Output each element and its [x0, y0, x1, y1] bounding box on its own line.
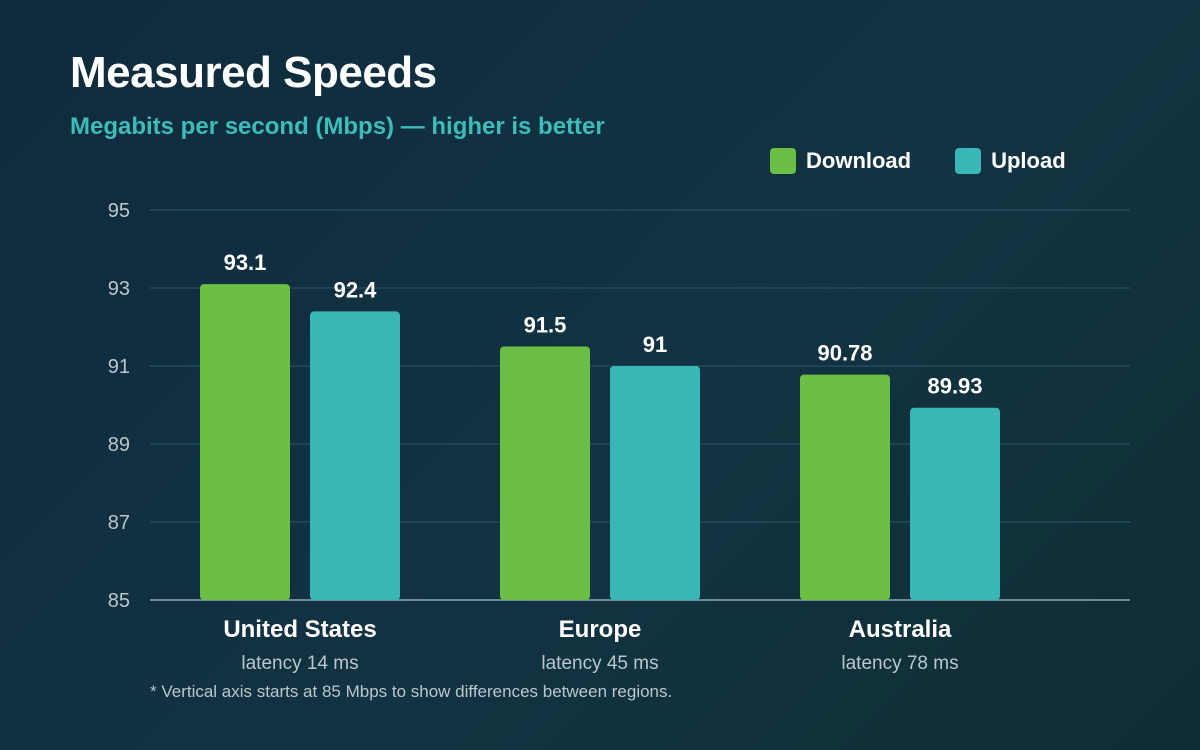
data-label: 91.5	[524, 313, 567, 338]
chart-subtitle: Megabits per second (Mbps) — higher is b…	[70, 113, 605, 140]
y-tick-label: 87	[108, 512, 130, 534]
data-label: 90.78	[817, 341, 872, 366]
data-label: 92.4	[334, 277, 378, 302]
data-label: 89.93	[927, 374, 982, 399]
category-label: Australia	[849, 616, 952, 643]
y-tick-label: 93	[108, 278, 130, 300]
category-label: United States	[223, 616, 376, 643]
category-sublabel: latency 14 ms	[241, 653, 358, 674]
y-tick-label: 85	[108, 590, 130, 612]
legend-label-download: Download	[806, 148, 912, 173]
bar-download	[200, 284, 290, 600]
bar-upload	[310, 311, 400, 600]
category-sublabel: latency 78 ms	[841, 653, 958, 674]
download-swatch	[770, 148, 796, 174]
chart-title: Measured Speeds	[70, 48, 437, 97]
category-label: Europe	[559, 616, 642, 643]
data-label: 91	[643, 332, 667, 357]
bar-upload	[910, 407, 1000, 600]
bar-download	[500, 346, 590, 600]
data-label: 93.1	[224, 250, 267, 275]
category-sublabel: latency 45 ms	[541, 653, 658, 674]
bar-upload	[610, 366, 700, 600]
legend-item-upload: Upload	[955, 148, 1066, 174]
legend-item-download: Download	[770, 148, 911, 174]
legend: Download Upload	[770, 148, 1066, 174]
footnote: * Vertical axis starts at 85 Mbps to sho…	[150, 682, 673, 701]
upload-swatch	[955, 148, 982, 174]
y-tick-label: 95	[108, 200, 130, 222]
y-tick-label: 91	[108, 356, 130, 378]
legend-label-upload: Upload	[991, 148, 1066, 173]
y-tick-label: 89	[108, 434, 130, 456]
bar-download	[800, 374, 890, 600]
